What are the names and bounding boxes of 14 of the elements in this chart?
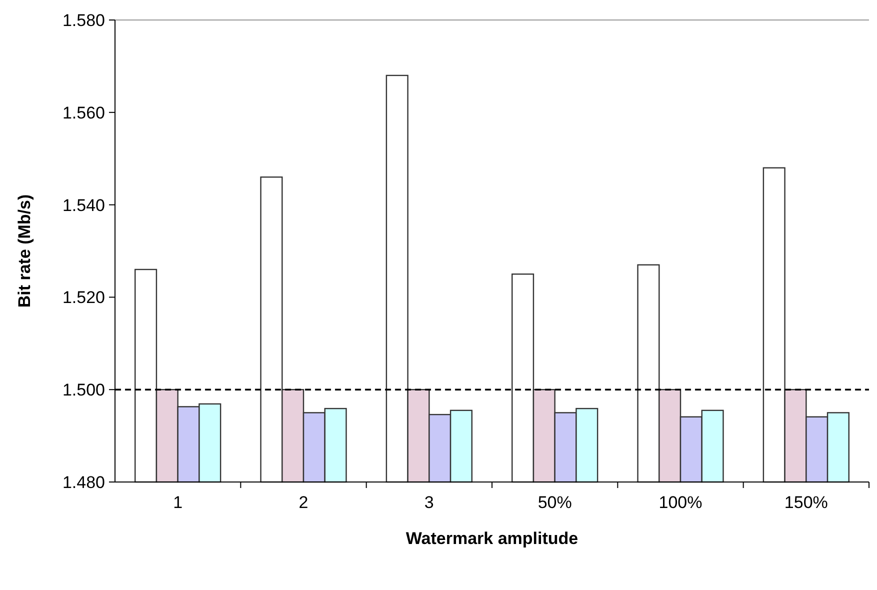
y-tick-label: 1.560 bbox=[62, 103, 105, 122]
x-axis-title: Watermark amplitude bbox=[406, 529, 578, 548]
y-tick-label: 1.580 bbox=[62, 10, 105, 30]
y-tick-label: 1.480 bbox=[62, 472, 105, 492]
x-tick-label: 150% bbox=[784, 493, 828, 512]
y-tick-label: 1.540 bbox=[62, 196, 105, 215]
x-tick-label: 3 bbox=[424, 493, 434, 512]
x-tick-label: 1 bbox=[173, 493, 183, 512]
x-tick-label: 2 bbox=[298, 493, 308, 512]
y-axis-title: Bit rate (Mb/s) bbox=[15, 194, 34, 308]
x-tick-label: 50% bbox=[538, 493, 572, 512]
x-tick-label: 100% bbox=[658, 493, 702, 512]
y-tick-label: 1.500 bbox=[62, 380, 105, 400]
y-tick-label: 1.520 bbox=[62, 288, 105, 308]
